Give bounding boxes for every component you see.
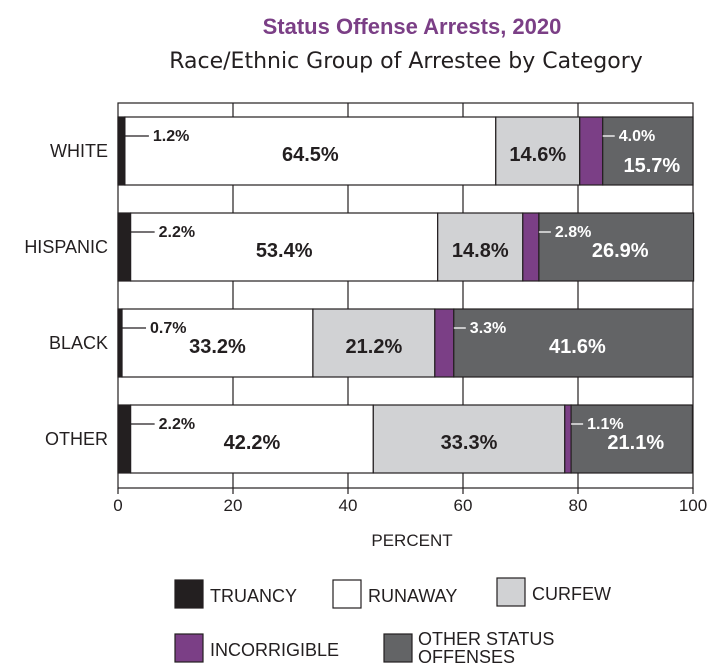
bar-hispanic-truancy: [117, 212, 132, 282]
legend-label-other-status-line1: OTHER STATUS: [418, 629, 554, 649]
bar-other-runaway: [130, 404, 374, 474]
data-label-hispanic-incorrigible: 2.8%: [555, 224, 591, 241]
x-tick-label-100: 100: [679, 496, 707, 515]
data-label-white-incorrigible: 4.0%: [619, 128, 655, 145]
bars: [117, 116, 695, 474]
bar-white-truancy: [117, 116, 126, 186]
legend-label-runaway: RUNAWAY: [368, 586, 457, 606]
data-labels: WHITE 1.2% 64.5% 14.6% 4.0% 15.7% HISPANIC 2.2%…: [24, 128, 680, 454]
bar-black-runaway: [121, 308, 314, 378]
data-label-black-truancy: 0.7%: [150, 320, 186, 337]
legend-label-other-status-line2: OFFENSES: [418, 647, 515, 667]
bar-hispanic-other-status-offenses: [538, 212, 695, 282]
data-label-white-runaway: 64.5%: [282, 144, 339, 166]
x-axis-label: PERCENT: [371, 531, 452, 550]
bar-white-other-status-offenses: [602, 116, 694, 186]
plot-frame: [117, 102, 694, 489]
bar-hispanic-incorrigible: [522, 212, 540, 282]
category-label-white: WHITE: [50, 141, 108, 161]
data-label-white-truancy: 1.2%: [153, 128, 189, 145]
bar-hispanic-curfew: [437, 212, 524, 282]
legend-swatch-other-status-offenses: [383, 633, 413, 663]
data-label-other-other-status-offenses: 21.1%: [607, 432, 664, 454]
category-label-other: OTHER: [45, 429, 108, 449]
chart-title: Status Offense Arrests, 2020: [263, 14, 562, 39]
legend-label-incorrigible: INCORRIGIBLE: [210, 640, 339, 660]
bar-hispanic-runaway: [130, 212, 439, 282]
data-label-hispanic-runaway: 53.4%: [256, 240, 313, 262]
bar-other-incorrigible: [564, 404, 572, 474]
bar-white-curfew: [495, 116, 581, 186]
x-tick-label-80: 80: [569, 496, 588, 515]
bar-other-truancy: [117, 404, 132, 474]
chart-subtitle: Race/Ethnic Group of Arrestee by Categor…: [169, 49, 643, 74]
data-label-black-runaway: 33.2%: [189, 336, 246, 358]
data-label-hispanic-curfew: 14.8%: [452, 240, 509, 262]
bar-black-truancy: [117, 308, 123, 378]
data-label-black-curfew: 21.2%: [346, 336, 403, 358]
data-label-other-truancy: 2.2%: [159, 416, 195, 433]
data-label-white-other-status-offenses: 15.7%: [624, 155, 681, 177]
legend-swatch-runaway: [332, 579, 362, 609]
category-label-black: BLACK: [49, 333, 108, 353]
x-tick-label-40: 40: [339, 496, 358, 515]
bar-white-runaway: [124, 116, 497, 186]
data-label-black-other-status-offenses: 41.6%: [549, 336, 606, 358]
data-label-other-curfew: 33.3%: [441, 432, 498, 454]
x-tick-label-60: 60: [454, 496, 473, 515]
legend-swatch-truancy: [174, 579, 204, 609]
bar-white-incorrigible: [579, 116, 604, 186]
data-label-hispanic-truancy: 2.2%: [159, 224, 195, 241]
data-label-black-incorrigible: 3.3%: [470, 320, 506, 337]
legend-label-curfew: CURFEW: [532, 584, 611, 604]
legend: TRUANCY RUNAWAY CURFEW INCORRIGIBLE OTHE…: [174, 577, 611, 667]
x-tick-label-20: 20: [224, 496, 243, 515]
bar-black-curfew: [312, 308, 436, 378]
legend-label-truancy: TRUANCY: [210, 586, 297, 606]
bar-black-other-status-offenses: [453, 308, 694, 378]
legend-swatch-curfew: [496, 577, 526, 607]
category-label-hispanic: HISPANIC: [24, 237, 108, 257]
bar-other-curfew: [372, 404, 566, 474]
data-label-white-curfew: 14.6%: [509, 144, 566, 166]
legend-swatch-incorrigible: [174, 633, 204, 663]
x-tick-label-0: 0: [113, 496, 122, 515]
data-label-hispanic-other-status-offenses: 26.9%: [592, 240, 649, 262]
bar-other-other-status-offenses: [570, 404, 694, 474]
x-axis: 0 20 40 60 80 100: [113, 488, 707, 515]
bar-black-incorrigible: [434, 308, 455, 378]
data-label-other-runaway: 42.2%: [224, 432, 281, 454]
data-label-other-incorrigible: 1.1%: [587, 416, 623, 433]
